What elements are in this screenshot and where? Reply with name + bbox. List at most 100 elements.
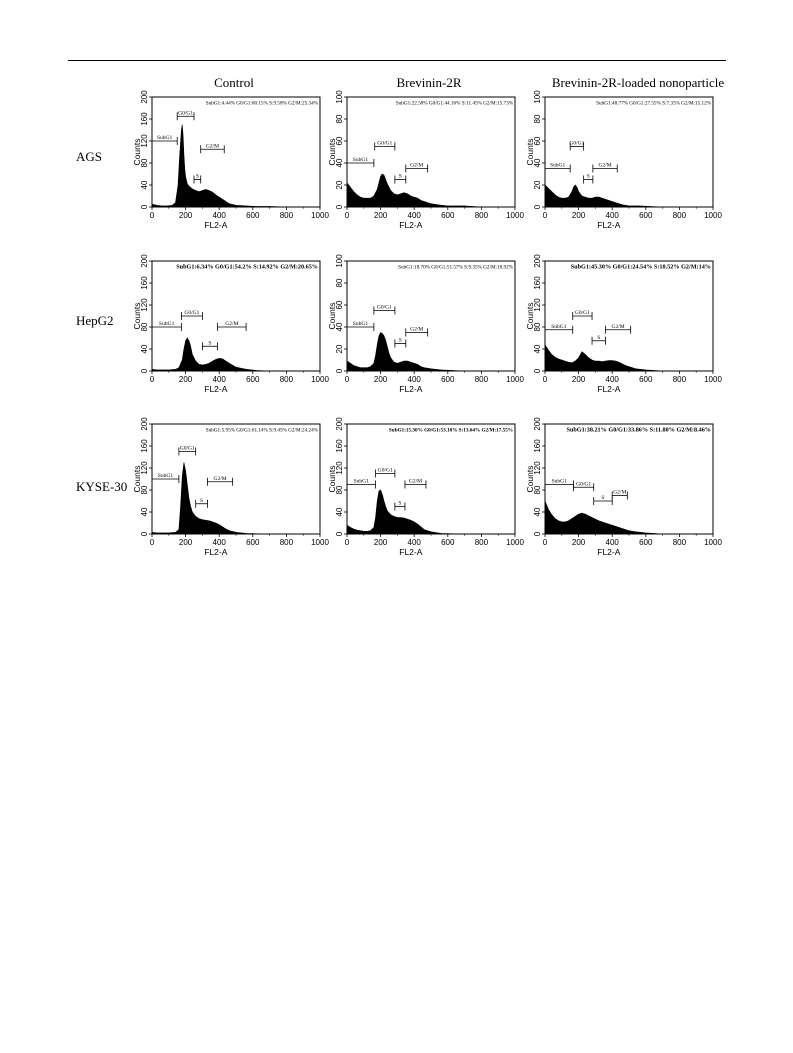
gate-marker-g2-m: G2/M (200, 143, 225, 154)
svg-text:G2/M: G2/M (410, 327, 423, 333)
gate-statistics: SubG1:22.58% G0/G1:44.16% S:11.45% G2/M:… (396, 101, 514, 107)
x-tick-label: 800 (280, 538, 294, 547)
gate-marker-s: S (593, 495, 613, 505)
y-tick-label: 160 (140, 439, 149, 453)
y-tick-label: 200 (533, 254, 542, 268)
plot-frame (346, 423, 516, 535)
y-tick-label: 160 (335, 439, 344, 453)
x-axis-label: FL2-A (399, 384, 422, 394)
y-tick-label: 160 (140, 276, 149, 290)
x-axis-label: FL2-A (399, 220, 422, 230)
svg-text:G0/G1: G0/G1 (569, 141, 584, 147)
y-tick-label: 80 (533, 322, 542, 331)
svg-text:S: S (196, 174, 199, 180)
y-tick-label: 40 (533, 344, 542, 353)
svg-text:SubG1: SubG1 (157, 135, 173, 141)
histogram-hepg2-control: 0 200 400 600 800 1000 0 40 80 120 160 200 FL2-A Coun… (132, 254, 329, 394)
gate-marker-g2-m: G2/M (405, 163, 429, 173)
x-tick-label: 200 (179, 375, 193, 384)
column-title-control: Control (214, 75, 254, 90)
row-label-kyse30: KYSE-30 (76, 479, 128, 494)
histogram-series (151, 124, 320, 208)
x-axis-label: FL2-A (204, 220, 227, 230)
svg-text:G2/M: G2/M (213, 476, 226, 482)
gate-statistics: SubG1:48.77% G0/G1:27.55% S:7.35% G2/M:1… (596, 101, 712, 107)
gate-marker-subg1: SubG1 (151, 321, 182, 331)
y-axis-label: Counts (327, 303, 337, 330)
y-axis-label: Counts (327, 466, 337, 493)
svg-text:G2/M: G2/M (612, 324, 625, 330)
gate-marker-s: S (394, 174, 407, 184)
x-tick-label: 0 (345, 211, 350, 220)
histogram-hepg2-brevinin: 0 200 400 600 800 1000 0 20 40 60 80 100 FL2-A Counts… (327, 254, 524, 394)
svg-text:G0/G1: G0/G1 (180, 446, 195, 452)
x-axis-label: FL2-A (597, 547, 620, 557)
row-label-hepg2: HepG2 (76, 313, 114, 328)
x-tick-label: 1000 (311, 538, 329, 547)
column-title-nanoparticle: Brevinin-2R-loaded nonoparticle (551, 75, 725, 90)
y-tick-label: 80 (140, 485, 149, 494)
x-tick-label: 600 (441, 375, 455, 384)
y-tick-label: 200 (335, 417, 344, 431)
y-tick-label: 80 (140, 322, 149, 331)
gate-statistics: SubG1:15.30% G0/G1:53.10% S:13.64% G2/M:… (389, 428, 513, 434)
y-tick-label: 40 (533, 507, 542, 516)
gate-marker-subg1: SubG1 (151, 135, 178, 145)
gate-marker-g2-m: G2/M (605, 324, 632, 334)
histogram-series (544, 184, 713, 208)
x-tick-label: 1000 (506, 538, 524, 547)
gate-marker-s: S (394, 338, 407, 348)
gate-marker-subg1: SubG1 (544, 163, 571, 173)
gate-marker-g0-g1: G0/G1 (180, 310, 203, 320)
histogram-ags-brevinin: 0 200 400 600 800 1000 0 20 40 60 80 100 FL2-A Counts… (327, 90, 524, 230)
gate-marker-g2-m: G2/M (404, 479, 427, 489)
y-tick-label: 0 (533, 204, 542, 209)
gate-marker-s: S (202, 340, 218, 351)
gate-marker-g0-g1: G0/G1 (178, 446, 197, 456)
x-tick-label: 200 (179, 211, 193, 220)
svg-text:G0/G1: G0/G1 (377, 141, 392, 147)
y-tick-label: 0 (533, 368, 542, 373)
svg-text:S: S (587, 174, 590, 180)
gate-statistics: SubG1:18.70% G0/G1:51.57% S:9.35% G2/M:1… (398, 265, 514, 271)
y-tick-label: 200 (533, 417, 542, 431)
y-tick-label: 40 (335, 158, 344, 167)
x-tick-label: 400 (408, 538, 422, 547)
gate-marker-g2-m: G2/M (405, 327, 429, 337)
histogram-kyse-30-nanoparticle: 0 200 400 600 800 1000 0 40 80 120 160 200 FL2-A Coun… (525, 417, 722, 557)
y-tick-label: 120 (533, 298, 542, 312)
plot-frame (151, 260, 321, 372)
svg-text:S: S (398, 501, 401, 507)
x-tick-label: 0 (543, 375, 548, 384)
svg-text:G0/G1: G0/G1 (184, 310, 199, 316)
gate-marker-subg1: SubG1 (544, 324, 574, 334)
x-tick-label: 0 (543, 538, 548, 547)
x-tick-label: 400 (408, 211, 422, 220)
histogram-series (151, 337, 320, 372)
x-tick-label: 1000 (704, 375, 722, 384)
y-tick-label: 80 (335, 114, 344, 123)
gate-marker-g2-m: G2/M (207, 476, 234, 486)
y-tick-label: 40 (335, 507, 344, 516)
y-tick-label: 40 (335, 322, 344, 331)
y-axis-label: Counts (525, 466, 535, 493)
x-tick-label: 800 (280, 211, 294, 220)
x-tick-label: 400 (213, 538, 227, 547)
svg-text:G2/M: G2/M (410, 163, 423, 169)
y-tick-label: 80 (335, 485, 344, 494)
gate-marker-subg1: SubG1 (346, 321, 375, 331)
y-tick-label: 0 (140, 204, 149, 209)
x-tick-label: 600 (639, 211, 653, 220)
gate-marker-s: S (394, 501, 406, 511)
histogram-ags-control: 0 200 400 600 800 1000 0 40 80 120 160 200 FL2-A Coun… (132, 90, 329, 230)
y-tick-label: 60 (335, 300, 344, 309)
svg-text:G2/M: G2/M (206, 143, 219, 149)
y-tick-label: 100 (335, 90, 344, 104)
x-tick-label: 400 (606, 375, 620, 384)
plot-frame (544, 96, 714, 208)
x-axis-label: FL2-A (597, 384, 620, 394)
plot-frame (346, 96, 516, 208)
svg-text:G0/G1: G0/G1 (575, 310, 590, 316)
x-tick-label: 600 (246, 538, 260, 547)
y-tick-label: 40 (140, 344, 149, 353)
